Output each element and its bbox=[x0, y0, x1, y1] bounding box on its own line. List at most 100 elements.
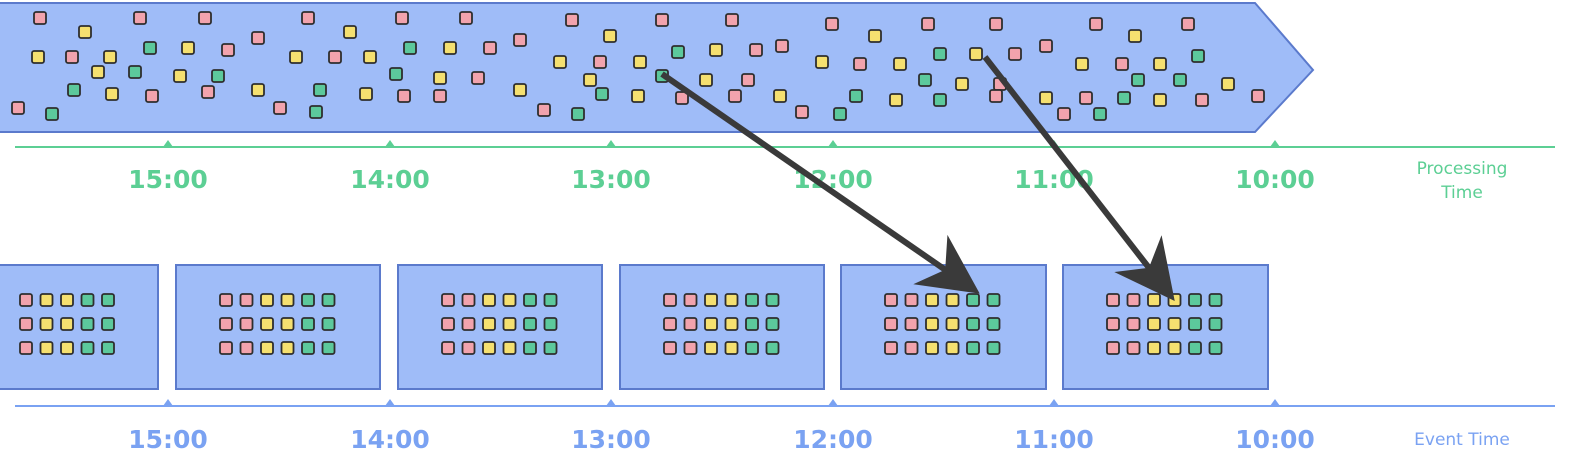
yellow-element-square bbox=[889, 93, 903, 107]
processing-stream-band bbox=[0, 2, 1315, 133]
red-element-square bbox=[219, 341, 233, 355]
green-element-square bbox=[1188, 293, 1202, 307]
green-element-square bbox=[45, 107, 59, 121]
yellow-element-square bbox=[1147, 341, 1161, 355]
yellow-element-square bbox=[724, 293, 739, 307]
red-element-square bbox=[728, 89, 742, 103]
red-element-square bbox=[441, 293, 455, 307]
event-tick-mark bbox=[606, 399, 616, 406]
red-element-square bbox=[397, 89, 411, 103]
red-element-square bbox=[825, 17, 839, 31]
red-element-square bbox=[683, 293, 698, 307]
yellow-element-square bbox=[78, 25, 92, 39]
yellow-element-square bbox=[359, 87, 373, 101]
yellow-element-square bbox=[925, 293, 939, 307]
event-time-window bbox=[175, 264, 381, 390]
green-element-square bbox=[101, 293, 115, 307]
yellow-element-square bbox=[502, 293, 517, 307]
red-element-square bbox=[884, 341, 898, 355]
red-element-square bbox=[1008, 47, 1022, 61]
mapping-arrow bbox=[982, 55, 1175, 301]
yellow-element-square bbox=[60, 341, 74, 355]
green-element-square bbox=[986, 293, 1001, 307]
red-element-square bbox=[133, 11, 147, 25]
scattered-elements bbox=[11, 11, 1265, 121]
processing-axis-name-line1: Processing bbox=[1417, 159, 1508, 179]
red-element-square bbox=[1115, 57, 1129, 71]
yellow-element-square bbox=[1167, 341, 1182, 355]
yellow-element-square bbox=[704, 293, 718, 307]
green-element-square bbox=[101, 341, 115, 355]
yellow-element-square bbox=[815, 55, 829, 69]
yellow-element-square bbox=[260, 293, 274, 307]
red-element-square bbox=[145, 89, 159, 103]
red-element-square bbox=[1126, 317, 1141, 331]
green-element-square bbox=[1208, 341, 1223, 355]
green-element-square bbox=[309, 105, 323, 119]
yellow-element-square bbox=[969, 47, 983, 61]
green-element-square bbox=[595, 87, 609, 101]
yellow-element-square bbox=[955, 77, 969, 91]
event-tick-label: 12:00 bbox=[793, 425, 873, 454]
green-element-square bbox=[765, 293, 780, 307]
red-element-square bbox=[904, 341, 919, 355]
green-element-square bbox=[301, 341, 315, 355]
event-tick-label: 15:00 bbox=[128, 425, 208, 454]
yellow-element-square bbox=[699, 73, 713, 87]
processing-tick-label: 15:00 bbox=[128, 165, 208, 194]
yellow-element-square bbox=[260, 341, 274, 355]
yellow-element-square bbox=[280, 341, 295, 355]
red-element-square bbox=[19, 341, 33, 355]
event-time-window bbox=[840, 264, 1047, 390]
yellow-element-square bbox=[91, 65, 105, 79]
green-element-square bbox=[523, 317, 537, 331]
red-element-square bbox=[565, 13, 579, 27]
event-tick-label: 13:00 bbox=[571, 425, 651, 454]
green-element-square bbox=[745, 341, 759, 355]
red-element-square bbox=[989, 89, 1003, 103]
red-element-square bbox=[1089, 17, 1103, 31]
event-axis-name: Event Time bbox=[1414, 430, 1510, 450]
red-element-square bbox=[459, 11, 473, 25]
processing-tick-mark bbox=[828, 140, 838, 147]
red-element-square bbox=[461, 341, 476, 355]
green-element-square bbox=[523, 341, 537, 355]
yellow-element-square bbox=[1153, 93, 1167, 107]
green-element-square bbox=[301, 317, 315, 331]
yellow-element-square bbox=[709, 43, 723, 57]
red-element-square bbox=[795, 105, 809, 119]
processing-tick-mark bbox=[385, 140, 395, 147]
green-element-square bbox=[101, 317, 115, 331]
event-window-box bbox=[619, 264, 825, 390]
yellow-element-square bbox=[39, 293, 54, 307]
processing-axis-name-line2: Time bbox=[1440, 183, 1483, 203]
red-element-square bbox=[19, 293, 33, 307]
red-element-square bbox=[749, 43, 763, 57]
yellow-element-square bbox=[1039, 91, 1053, 105]
red-element-square bbox=[853, 57, 867, 71]
event-time-axis: 15:00 14:00 13:00 12:00 11:00 10:00 Even… bbox=[15, 399, 1555, 454]
green-element-square bbox=[1208, 317, 1223, 331]
green-element-square bbox=[671, 45, 685, 59]
red-element-square bbox=[33, 11, 47, 25]
green-element-square bbox=[918, 73, 932, 87]
red-element-square bbox=[884, 293, 898, 307]
yellow-element-square bbox=[60, 293, 74, 307]
green-element-square bbox=[745, 317, 759, 331]
red-element-square bbox=[1106, 341, 1120, 355]
red-element-square bbox=[741, 73, 755, 87]
red-element-square bbox=[471, 71, 485, 85]
yellow-element-square bbox=[631, 89, 645, 103]
processing-tick-label: 10:00 bbox=[1235, 165, 1315, 194]
yellow-element-square bbox=[39, 317, 54, 331]
red-element-square bbox=[884, 317, 898, 331]
red-element-square bbox=[537, 103, 551, 117]
green-element-square bbox=[80, 293, 95, 307]
red-element-square bbox=[663, 317, 677, 331]
event-window-box bbox=[397, 264, 603, 390]
processing-time-stream bbox=[0, 2, 1315, 133]
yellow-element-square bbox=[868, 29, 882, 43]
yellow-element-square bbox=[260, 317, 274, 331]
yellow-element-square bbox=[724, 317, 739, 331]
